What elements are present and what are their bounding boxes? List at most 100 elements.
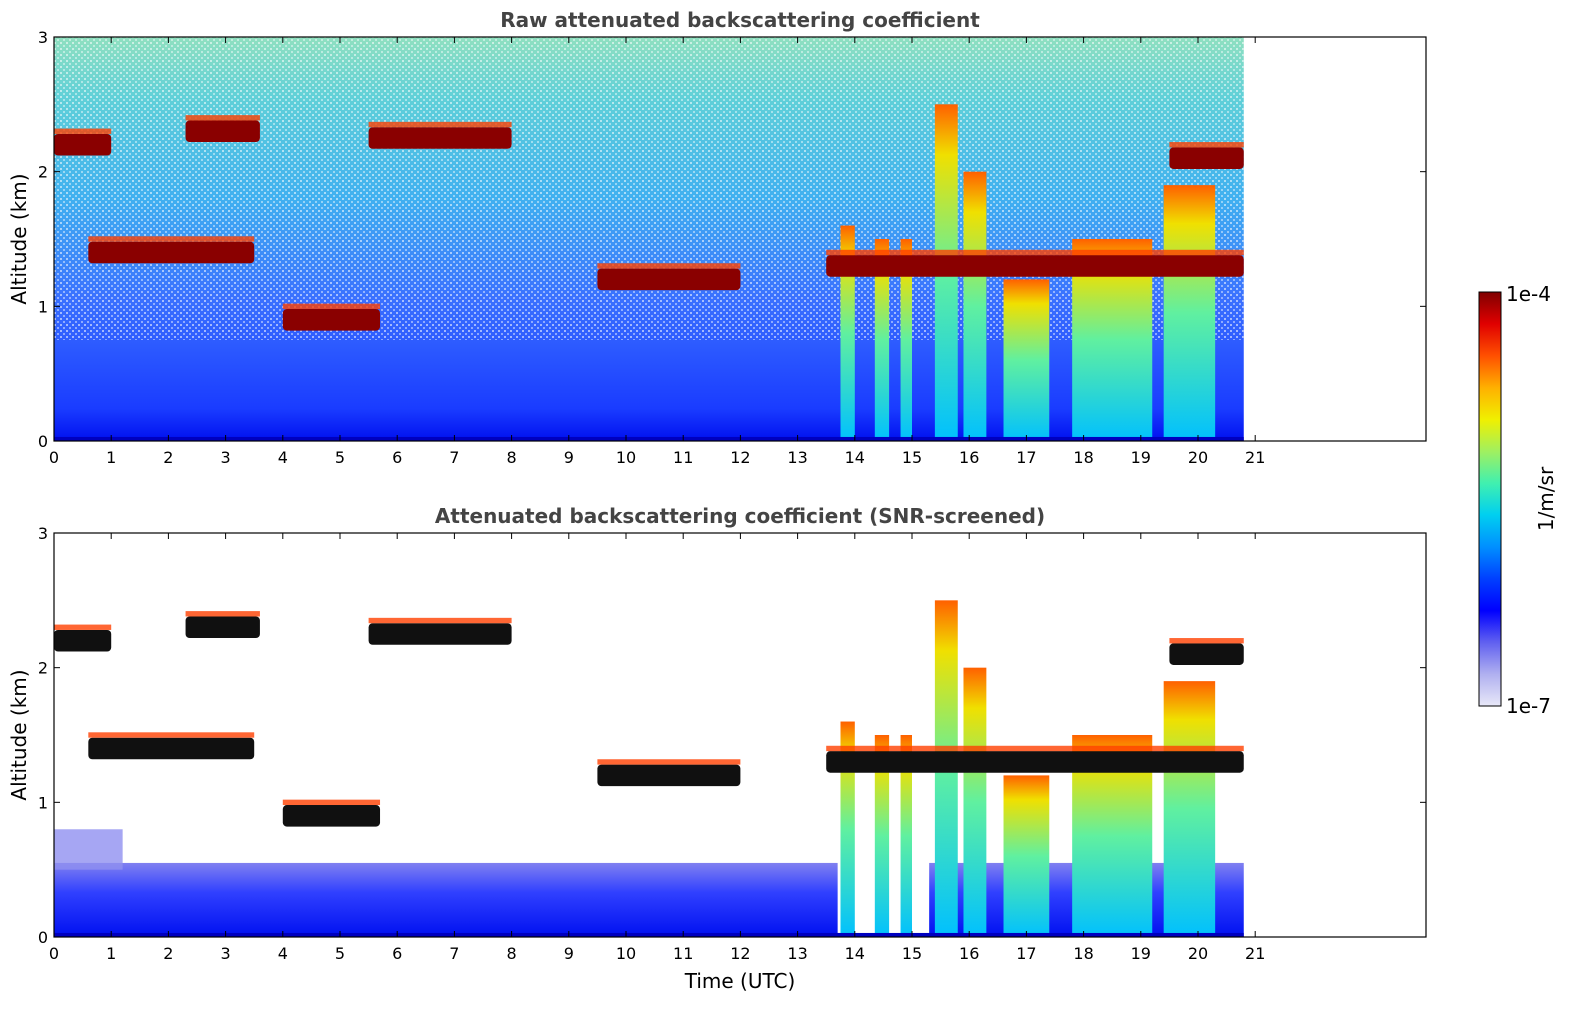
- cloud-layer: [597, 268, 741, 291]
- x-tick-label: 12: [730, 448, 750, 467]
- y-tick-label: 3: [38, 28, 48, 47]
- x-tick-label: 7: [449, 448, 459, 467]
- x-tick-label: 21: [1245, 448, 1265, 467]
- cloud-layer-edge: [368, 617, 512, 624]
- x-tick-label: 11: [673, 944, 693, 963]
- y-tick-label: 1: [38, 793, 48, 812]
- x-tick-label: 9: [564, 448, 574, 467]
- convective-column: [900, 735, 912, 937]
- colorbar-min-label: 1e-7: [1506, 694, 1551, 718]
- convective-column: [1003, 279, 1050, 441]
- x-tick-label: 20: [1188, 448, 1208, 467]
- convective-column: [900, 239, 912, 441]
- cloud-layer: [1169, 147, 1244, 169]
- cloud-layer: [54, 133, 112, 156]
- x-tick-label: 0: [49, 448, 59, 467]
- x-tick-label: 3: [221, 448, 231, 467]
- cloud-layer-edge: [826, 249, 1244, 256]
- x-tick-label: 6: [392, 448, 402, 467]
- x-tick-label: 21: [1245, 944, 1265, 963]
- convective-column: [840, 721, 855, 937]
- x-tick-label: 20: [1188, 944, 1208, 963]
- convective-column: [874, 735, 890, 937]
- ground-signal: [54, 932, 1244, 937]
- cloud-layer-edge: [1169, 638, 1244, 644]
- x-tick-label: 10: [616, 448, 636, 467]
- snr-screened-panel: Attenuated backscattering coefficient (S…: [7, 504, 1427, 993]
- cloud-layer-edge: [826, 745, 1244, 752]
- x-tick-label: 18: [1073, 448, 1093, 467]
- y-tick-label: 1: [38, 297, 48, 316]
- x-tick-label: 13: [787, 944, 807, 963]
- convective-column: [840, 225, 855, 441]
- x-tick-label: 14: [845, 944, 865, 963]
- convective-column: [874, 239, 890, 441]
- convective-column: [963, 171, 987, 441]
- screened-aerosol-patch: [54, 829, 123, 870]
- x-tick-label: 19: [1131, 944, 1151, 963]
- x-tick-label: 5: [335, 944, 345, 963]
- cloud-layer-edge: [185, 115, 260, 121]
- screened-boundary-layer: [54, 862, 838, 937]
- x-tick-label: 6: [392, 944, 402, 963]
- panel2-title: Attenuated backscattering coefficient (S…: [435, 504, 1045, 528]
- y-tick-label: 0: [38, 432, 48, 451]
- y-tick-label: 0: [38, 928, 48, 947]
- cloud-layer-edge: [88, 732, 255, 738]
- x-tick-label: 4: [278, 448, 288, 467]
- cloud-layer-edge: [88, 236, 255, 242]
- x-tick-label: 2: [163, 448, 173, 467]
- ground-signal: [54, 436, 1244, 441]
- x-tick-label: 19: [1131, 448, 1151, 467]
- colorbar: 1e-4 1e-7 1/m/sr: [1478, 282, 1558, 718]
- y-tick-label: 2: [38, 659, 48, 678]
- x-tick-label: 10: [616, 944, 636, 963]
- cloud-layer: [185, 616, 260, 639]
- x-tick-label: 12: [730, 944, 750, 963]
- cloud-layer-edge: [185, 611, 260, 617]
- x-tick-label: 15: [902, 448, 922, 467]
- cloud-layer-edge: [597, 759, 741, 765]
- convective-column: [1163, 185, 1216, 441]
- x-tick-label: 17: [1016, 944, 1036, 963]
- convective-column: [963, 667, 987, 937]
- panel2-ylabel: Altitude (km): [7, 669, 31, 800]
- panel1-title: Raw attenuated backscattering coefficien…: [500, 8, 980, 32]
- x-tick-label: 1: [106, 448, 116, 467]
- colorbar-max-label: 1e-4: [1506, 282, 1551, 306]
- x-tick-label: 1: [106, 944, 116, 963]
- x-tick-label: 18: [1073, 944, 1093, 963]
- colorbar-scale: [1478, 291, 1502, 707]
- x-tick-label: 16: [959, 944, 979, 963]
- cloud-layer-edge: [1169, 142, 1244, 148]
- x-tick-label: 2: [163, 944, 173, 963]
- cloud-layer-edge: [282, 303, 381, 310]
- cloud-layer-edge: [54, 624, 112, 630]
- convective-column: [1003, 775, 1050, 937]
- convective-column: [1163, 681, 1216, 937]
- cloud-layer-edge: [597, 263, 741, 269]
- raw-backscatter-panel: Raw attenuated backscattering coefficien…: [7, 8, 1427, 467]
- x-tick-label: 17: [1016, 448, 1036, 467]
- cloud-layer: [88, 737, 255, 760]
- x-tick-label: 9: [564, 944, 574, 963]
- y-tick-label: 3: [38, 524, 48, 543]
- cloud-layer: [282, 805, 381, 827]
- cloud-layer: [54, 629, 112, 652]
- xaxis-label: Time (UTC): [684, 969, 796, 993]
- cloud-layer: [282, 309, 381, 331]
- cloud-layer-edge: [368, 121, 512, 128]
- x-tick-label: 11: [673, 448, 693, 467]
- cloud-layer: [185, 120, 260, 143]
- cloud-layer: [368, 127, 512, 149]
- panel1-ylabel: Altitude (km): [7, 173, 31, 304]
- x-tick-label: 5: [335, 448, 345, 467]
- x-tick-label: 8: [507, 944, 517, 963]
- y-tick-label: 2: [38, 163, 48, 182]
- x-tick-label: 0: [49, 944, 59, 963]
- x-tick-label: 14: [845, 448, 865, 467]
- x-tick-label: 15: [902, 944, 922, 963]
- x-tick-label: 16: [959, 448, 979, 467]
- cloud-layer: [368, 623, 512, 645]
